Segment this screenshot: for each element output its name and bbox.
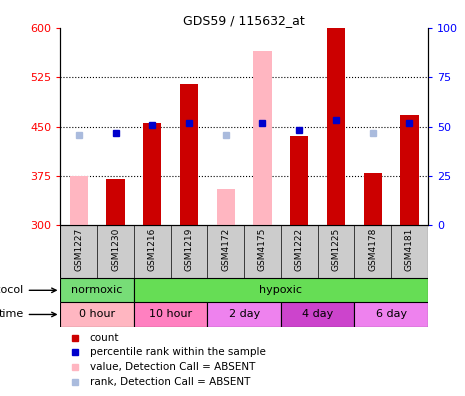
Bar [70,176,88,225]
Bar [400,115,418,225]
Text: GSM4175: GSM4175 [258,228,267,272]
Text: GSM1219: GSM1219 [185,228,193,272]
Text: GSM4178: GSM4178 [368,228,377,272]
Text: GSM1222: GSM1222 [295,228,304,271]
Text: 0 hour: 0 hour [79,309,115,320]
Bar [60,278,134,303]
Text: GSM1227: GSM1227 [74,228,83,271]
Text: GSM1230: GSM1230 [111,228,120,272]
Bar [253,51,272,225]
Text: rank, Detection Call = ABSENT: rank, Detection Call = ABSENT [90,377,250,387]
Text: value, Detection Call = ABSENT: value, Detection Call = ABSENT [90,362,255,372]
Bar [60,225,428,278]
Text: 6 day: 6 day [376,309,406,320]
Bar [134,303,207,327]
Bar [354,303,428,327]
Text: GSM1225: GSM1225 [332,228,340,271]
Text: 4 day: 4 day [302,309,333,320]
Text: GSM1216: GSM1216 [148,228,157,272]
Text: 10 hour: 10 hour [149,309,192,320]
Bar [290,137,308,225]
Bar [281,303,354,327]
Text: normoxic: normoxic [72,285,123,295]
Bar [180,84,198,225]
Bar [364,173,382,225]
Text: 2 day: 2 day [228,309,260,320]
Title: GDS59 / 115632_at: GDS59 / 115632_at [183,13,305,27]
Bar [60,303,134,327]
Bar [106,179,125,225]
Bar [143,123,161,225]
Bar [134,278,428,303]
Text: count: count [90,333,120,343]
Text: GSM4181: GSM4181 [405,228,414,272]
Bar [207,303,281,327]
Bar [327,28,345,225]
Text: hypoxic: hypoxic [259,285,302,295]
Text: GSM4172: GSM4172 [221,228,230,271]
Text: percentile rank within the sample: percentile rank within the sample [90,347,266,358]
Text: protocol: protocol [0,285,56,295]
Text: time: time [0,309,56,320]
Bar [217,189,235,225]
